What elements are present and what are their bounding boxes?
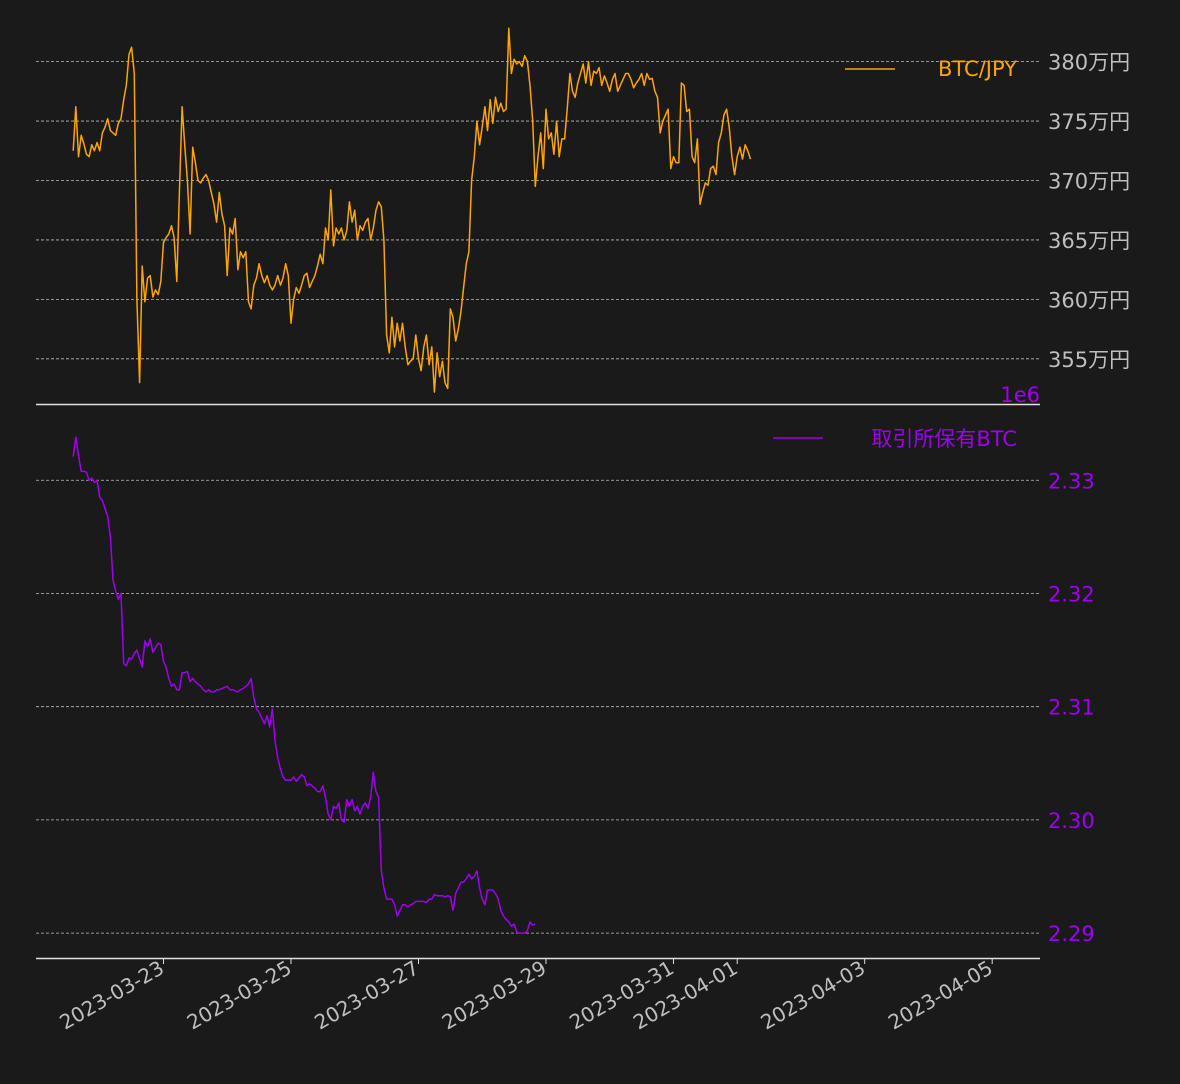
bottom-legend-label: 取引所保有BTC	[871, 427, 1017, 451]
top-y-tick-label: 365万円	[1048, 229, 1130, 253]
top-legend: BTC/JPY	[845, 57, 1017, 81]
top-y-tick-label: 380万円	[1048, 51, 1130, 75]
top-y-tick-label: 355万円	[1048, 348, 1130, 372]
bottom-y-tick-label: 2.29	[1048, 922, 1095, 946]
bottom-y-tick-label: 2.31	[1048, 696, 1095, 720]
top-y-tick-label: 375万円	[1048, 110, 1130, 134]
btc-price-line	[72, 27, 752, 393]
top-y-tick-label: 360万円	[1048, 288, 1130, 312]
bottom-y-tick-label: 2.32	[1048, 582, 1095, 606]
exchange-btc-line	[72, 436, 536, 934]
bottom-y-tick-labels: 2.29 2.30 2.31 2.32 2.33	[1048, 469, 1095, 946]
top-legend-label: BTC/JPY	[938, 57, 1017, 81]
bottom-gridlines	[36, 479, 1040, 934]
bottom-y-tick-label: 2.33	[1048, 469, 1095, 493]
top-y-tick-label: 370万円	[1048, 169, 1130, 193]
bottom-y-tick-label: 2.30	[1048, 809, 1095, 833]
top-y-tick-labels: 355万円 360万円 365万円 370万円 375万円 380万円	[1048, 51, 1130, 372]
bottom-legend: 取引所保有BTC	[773, 427, 1017, 451]
y-offset-label: 1e6	[1000, 383, 1040, 407]
top-gridlines	[36, 61, 1040, 360]
